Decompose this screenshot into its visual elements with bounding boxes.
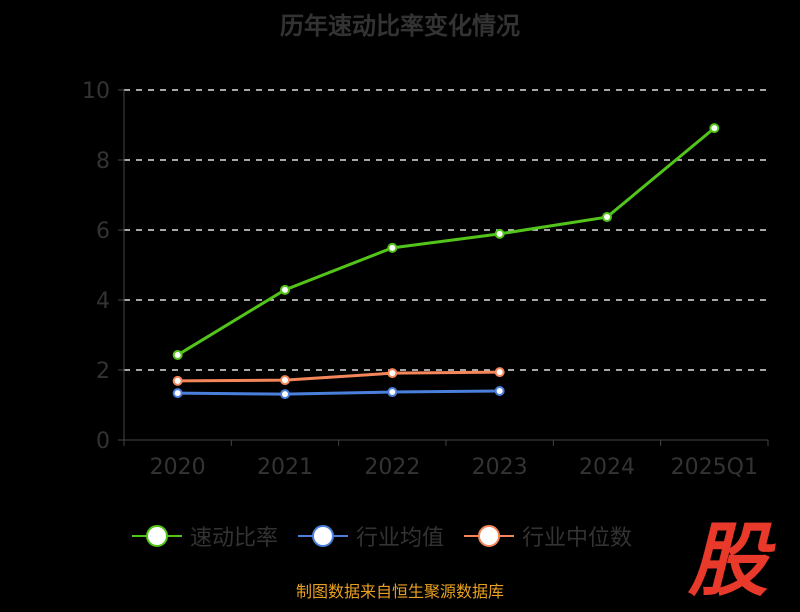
legend-marker-0 bbox=[132, 525, 182, 547]
data-point-1 bbox=[280, 389, 290, 400]
x-tick-label: 2025Q1 bbox=[671, 455, 758, 480]
data-point-2 bbox=[387, 368, 398, 379]
legend-label-2: 行业中位数 bbox=[522, 526, 633, 551]
legend: 速动比率 行业均值 行业中位数 bbox=[132, 520, 632, 552]
x-tick-label: 2021 bbox=[257, 455, 313, 480]
series-line-1 bbox=[177, 389, 500, 396]
data-point-2 bbox=[172, 375, 183, 386]
data-point-0 bbox=[602, 212, 612, 223]
y-tick-label: 4 bbox=[96, 289, 110, 314]
y-tick-label: 10 bbox=[82, 79, 110, 104]
data-point-1 bbox=[172, 388, 183, 399]
x-tick-label: 2023 bbox=[472, 455, 528, 480]
x-tick-label: 2022 bbox=[364, 455, 420, 480]
x-tick-label: 2020 bbox=[150, 455, 206, 480]
series-line-0 bbox=[176, 126, 716, 357]
data-point-0 bbox=[387, 242, 398, 253]
data-point-0 bbox=[280, 284, 290, 295]
series-line-2 bbox=[177, 370, 500, 383]
data-point-1 bbox=[494, 386, 505, 396]
legend-label-1: 行业均值 bbox=[356, 526, 445, 551]
y-tick-label: 8 bbox=[96, 149, 110, 174]
data-point-2 bbox=[494, 367, 505, 378]
legend-label-0: 速动比率 bbox=[190, 526, 279, 551]
x-tick-label: 2024 bbox=[579, 455, 635, 480]
data-point-1 bbox=[387, 387, 398, 398]
y-tick-label: 2 bbox=[96, 359, 110, 384]
legend-marker-1 bbox=[298, 525, 349, 547]
data-point-2 bbox=[280, 375, 290, 386]
source-note: 制图数据来自恒生聚源数据库 bbox=[295, 582, 504, 601]
data-point-0 bbox=[494, 228, 505, 239]
chart-title: 历年速动比率变化情况 bbox=[280, 12, 520, 40]
data-point-0 bbox=[709, 123, 720, 134]
logo: 股 bbox=[688, 514, 768, 607]
legend-marker-2 bbox=[464, 525, 515, 547]
y-tick-label: 0 bbox=[96, 429, 110, 454]
data-point-0 bbox=[172, 349, 183, 360]
legend-item-0[interactable]: 速动比率 bbox=[132, 520, 278, 552]
y-tick-label: 6 bbox=[96, 219, 110, 244]
legend-item-1[interactable]: 行业均值 bbox=[298, 520, 444, 552]
legend-item-2[interactable]: 行业中位数 bbox=[464, 520, 632, 552]
